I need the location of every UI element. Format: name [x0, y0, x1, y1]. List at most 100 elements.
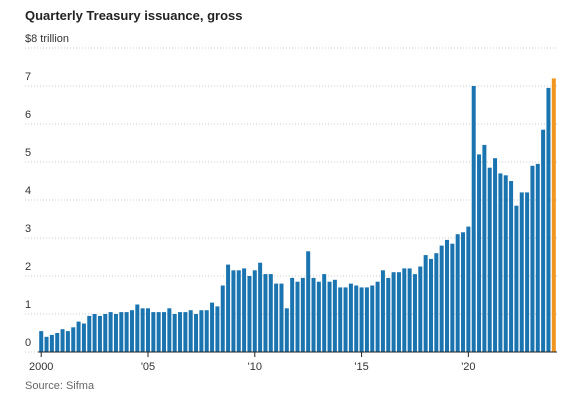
- bar: [386, 277, 391, 352]
- bar: [380, 270, 385, 352]
- bar: [172, 314, 177, 352]
- x-tick-label: 2000: [29, 361, 53, 373]
- x-tick-label: '05: [141, 361, 155, 373]
- bar: [375, 281, 380, 352]
- bar: [92, 314, 97, 352]
- bar: [503, 175, 508, 352]
- bar: [514, 205, 519, 352]
- bar: [535, 163, 540, 352]
- bar: [509, 181, 514, 352]
- bar: [76, 321, 81, 352]
- y-tick-label: 6: [25, 109, 31, 121]
- bar: [274, 283, 279, 352]
- bar: [530, 165, 535, 352]
- bar: [81, 323, 86, 352]
- bar: [493, 158, 498, 352]
- bar: [188, 310, 193, 352]
- y-tick-label: 0: [25, 337, 31, 349]
- bar: [279, 283, 284, 352]
- bar: [525, 192, 530, 352]
- bar: [162, 312, 167, 352]
- bar: [252, 270, 257, 352]
- bar: [199, 310, 204, 352]
- bar: [300, 277, 305, 352]
- bar: [434, 253, 439, 352]
- bar: [343, 287, 348, 352]
- bar: [519, 192, 524, 352]
- bar: [119, 312, 124, 352]
- bar: [151, 312, 156, 352]
- bar: [482, 144, 487, 352]
- bar: [183, 312, 188, 352]
- bar: [204, 310, 209, 352]
- x-tick-label: '15: [354, 361, 368, 373]
- bar: [39, 331, 44, 352]
- bar: [290, 277, 295, 352]
- bar: [477, 154, 482, 352]
- bar: [306, 251, 311, 352]
- y-tick-label: 5: [25, 147, 31, 159]
- bar: [103, 314, 108, 352]
- y-tick-label: 3: [25, 223, 31, 235]
- bar: [65, 331, 70, 352]
- bar: [391, 272, 396, 352]
- y-tick-label: 2: [25, 261, 31, 273]
- bar: [113, 314, 118, 352]
- bar: [439, 245, 444, 352]
- bar: [450, 243, 455, 352]
- bar: [129, 310, 134, 352]
- bar: [140, 308, 145, 352]
- bar: [242, 268, 247, 352]
- y-tick-label: 7: [25, 71, 31, 83]
- bar: [215, 306, 220, 352]
- bar: [327, 281, 332, 352]
- bar: [178, 312, 183, 352]
- bar: [498, 173, 503, 352]
- bar: [124, 312, 129, 352]
- bar: [316, 281, 321, 352]
- bar: [311, 277, 316, 352]
- x-tick-label: '20: [461, 361, 475, 373]
- bar: [231, 270, 236, 352]
- bar: [551, 78, 556, 353]
- bar: [546, 87, 551, 353]
- chart-title: Quarterly Treasury issuance, gross: [25, 8, 243, 23]
- x-tick-label: '10: [248, 361, 262, 373]
- bar: [418, 266, 423, 352]
- bar: [44, 336, 49, 352]
- bar: [55, 333, 60, 352]
- bar: [49, 334, 54, 352]
- bar: [295, 281, 300, 352]
- bar: [108, 312, 113, 352]
- bar: [167, 308, 172, 352]
- bar: [135, 304, 140, 352]
- bar: [97, 315, 102, 352]
- bar: [428, 258, 433, 352]
- bar: [220, 285, 225, 352]
- bar: [364, 287, 369, 352]
- bar: [370, 285, 375, 352]
- y-tick-label: $8 trillion: [25, 33, 69, 45]
- bar: [87, 315, 92, 352]
- bar: [145, 308, 150, 352]
- bar: [471, 86, 476, 352]
- bar: [71, 327, 76, 352]
- bar: [461, 232, 466, 352]
- bar: [359, 287, 364, 352]
- bar: [284, 308, 289, 352]
- bar: [156, 312, 161, 352]
- bar: [226, 264, 231, 352]
- bar: [402, 268, 407, 352]
- bar: [332, 279, 337, 352]
- bar: [396, 272, 401, 352]
- y-tick-label: 4: [25, 185, 31, 197]
- bar: [423, 255, 428, 352]
- bar: [466, 226, 471, 352]
- bar: [268, 274, 273, 352]
- bar: [455, 234, 460, 352]
- bar: [322, 274, 327, 352]
- bar: [445, 239, 450, 352]
- y-tick-label: 1: [25, 299, 31, 311]
- bar: [60, 329, 65, 352]
